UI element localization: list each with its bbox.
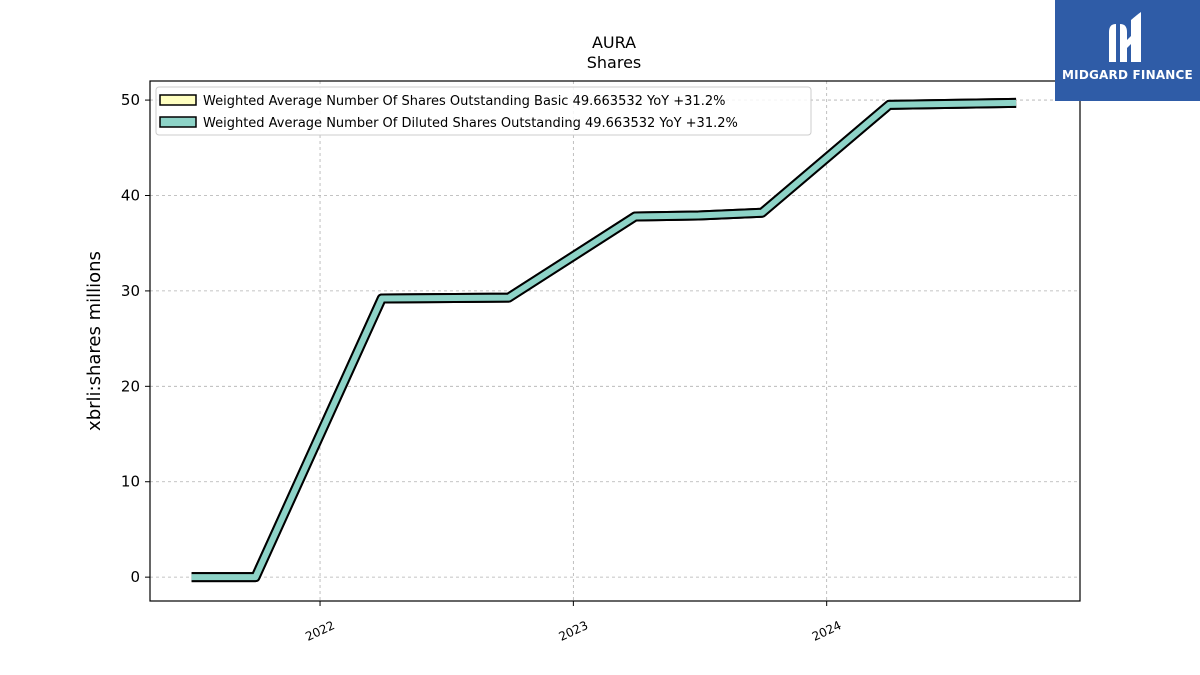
y-tick-label: 40 [121, 186, 140, 204]
y-axis-label: xbrli:shares millions [84, 251, 105, 431]
legend: Weighted Average Number Of Shares Outsta… [155, 86, 812, 136]
plot-frame [149, 80, 1081, 602]
chart-subtitle: Shares [587, 53, 642, 72]
x-tick-label: 2023 [557, 618, 591, 644]
series-line-outline [191, 97, 1017, 583]
chart-title: AURA [592, 33, 636, 52]
brand-logo-text: MIDGARD FINANCE [1062, 68, 1193, 82]
legend-box [155, 86, 812, 136]
y-tick-label: 20 [121, 377, 140, 395]
plot-area [191, 97, 1017, 583]
legend-swatch [159, 94, 197, 106]
series-2 [191, 97, 1017, 583]
axes: 0 10 20 30 40 50 2022 2023 2024 [121, 91, 844, 644]
x-tick-label: 2022 [303, 618, 337, 644]
y-tick-label: 0 [130, 568, 140, 586]
y-tick-label: 50 [121, 91, 140, 109]
y-tick-label: 10 [121, 473, 140, 491]
brand-logo: MIDGARD FINANCE [1055, 0, 1200, 101]
x-tick-label: 2024 [810, 618, 844, 644]
legend-swatch [159, 116, 197, 128]
series-line [191, 99, 1017, 581]
series-line [191, 99, 1017, 581]
y-tick-label: 30 [121, 282, 140, 300]
series-1 [191, 97, 1017, 583]
series-line-outline [191, 97, 1017, 583]
legend-label: Weighted Average Number Of Diluted Share… [203, 116, 738, 131]
grid [150, 81, 1080, 601]
legend-label: Weighted Average Number Of Shares Outsta… [203, 94, 725, 109]
brand-logo-icon [1109, 12, 1141, 62]
